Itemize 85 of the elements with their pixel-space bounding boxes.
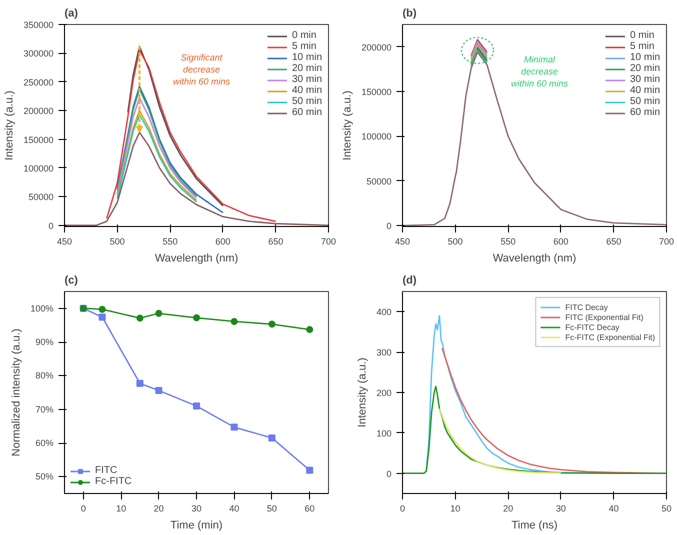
y-tick-label: 50% xyxy=(35,472,54,482)
y-tick-label: 50000 xyxy=(366,176,392,186)
y-tick-label: 60% xyxy=(35,438,54,448)
x-tick-label: 0 xyxy=(80,504,86,514)
x-tick-label: 450 xyxy=(394,236,410,246)
y-axis-title: Intensity (a.u.) xyxy=(341,90,354,160)
legend-label: 10 min xyxy=(292,52,322,63)
x-axis-title: Time (ns) xyxy=(511,520,558,532)
legend-label: FITC (Exponential Fit) xyxy=(565,312,644,322)
y-tick-label: 100 xyxy=(376,428,392,438)
annotation: Significant decrease within 60 mins xyxy=(172,52,230,86)
chart-title: (a) xyxy=(64,8,78,20)
x-axis-title: Wavelength (nm) xyxy=(492,252,576,264)
x-tick-label: 30 xyxy=(556,504,566,514)
chart-title: (b) xyxy=(402,8,417,20)
x-tick-label: 20 xyxy=(503,504,514,514)
y-tick-label: 300 xyxy=(376,348,392,358)
x-tick-label: 550 xyxy=(162,236,178,246)
y-tick-label: 100000 xyxy=(361,132,392,142)
x-tick-label: 600 xyxy=(215,236,230,246)
x-tick-label: 40 xyxy=(229,504,240,514)
y-tick-label: 0 xyxy=(386,468,392,479)
legend-label: 60 min xyxy=(292,107,322,118)
y-tick-label: 150000 xyxy=(23,134,54,145)
y-tick-label: 90% xyxy=(35,337,54,347)
y-axis-title: Normalized intensity (a.u.) xyxy=(10,328,22,456)
legend-label: 5 min xyxy=(630,41,654,52)
x-tick-label: 600 xyxy=(553,236,568,246)
legend-label: 50 min xyxy=(292,96,322,107)
y-tick-label: 0 xyxy=(48,220,54,231)
annotation: Minimal decrease within 60 mins xyxy=(510,54,568,89)
legend-label: 10 min xyxy=(630,52,660,63)
legend-label: 60 min xyxy=(630,107,660,118)
legend-label: 20 min xyxy=(292,63,322,74)
y-tick-label: 200000 xyxy=(23,106,54,116)
x-tick-label: 10 xyxy=(116,504,126,514)
y-axis-title: Intensity (a.u.) xyxy=(356,358,368,428)
x-tick-label: 10 xyxy=(450,504,460,514)
x-tick-label: 30 xyxy=(191,504,202,514)
legend-label: Fc-FITC xyxy=(95,476,132,487)
y-tick-label: 300000 xyxy=(23,48,54,59)
legend-label: 30 min xyxy=(630,74,660,85)
x-axis-title: Wavelength (nm) xyxy=(154,252,238,264)
x-tick-label: 500 xyxy=(110,236,125,246)
y-tick-label: 400 xyxy=(376,307,392,318)
legend-label: 30 min xyxy=(292,74,322,85)
legend-label: Fc-FITC Decay xyxy=(565,322,620,332)
y-tick-label: 70% xyxy=(35,404,54,414)
x-tick-label: 20 xyxy=(154,504,164,514)
chart-title: (c) xyxy=(64,274,78,286)
y-tick-label: 100000 xyxy=(23,163,54,174)
x-tick-label: 650 xyxy=(606,236,622,246)
legend-label: 0 min xyxy=(292,30,316,41)
y-tick-label: 250000 xyxy=(23,77,54,88)
y-tick-label: 150000 xyxy=(361,87,392,98)
legend-label: 40 min xyxy=(630,85,660,96)
chart-title: (d) xyxy=(402,274,417,286)
y-tick-label: 200000 xyxy=(361,42,392,52)
x-tick-label: 500 xyxy=(448,236,463,246)
legend-label: 20 min xyxy=(630,63,660,74)
legend-label: 40 min xyxy=(292,85,322,96)
x-tick-label: 650 xyxy=(268,236,284,246)
y-tick-label: 100% xyxy=(30,303,54,314)
legend-label: 0 min xyxy=(630,30,654,41)
x-tick-label: 60 xyxy=(304,504,315,514)
y-tick-label: 50000 xyxy=(28,192,54,202)
x-tick-label: 50 xyxy=(266,504,277,514)
x-tick-label: 550 xyxy=(500,236,516,246)
legend-label: 5 min xyxy=(292,41,316,52)
y-tick-label: 350000 xyxy=(23,20,54,30)
x-tick-label: 0 xyxy=(400,504,406,514)
y-tick-label: 0 xyxy=(386,221,392,232)
x-tick-label: 700 xyxy=(658,236,674,246)
y-tick-label: 200 xyxy=(376,388,392,398)
y-axis-title: Intensity (a.u.) xyxy=(3,90,16,160)
legend-label: FITC xyxy=(95,465,118,476)
legend-label: FITC Decay xyxy=(565,302,608,312)
x-tick-label: 700 xyxy=(320,236,336,246)
legend-label: 50 min xyxy=(630,96,660,107)
x-tick-label: 50 xyxy=(661,504,672,514)
legend-label: Fc-FITC (Exponential Fit) xyxy=(565,332,655,342)
x-axis-title: Time (min) xyxy=(170,520,223,532)
x-tick-label: 40 xyxy=(608,504,619,514)
x-tick-label: 450 xyxy=(56,236,72,246)
y-tick-label: 80% xyxy=(35,370,54,381)
